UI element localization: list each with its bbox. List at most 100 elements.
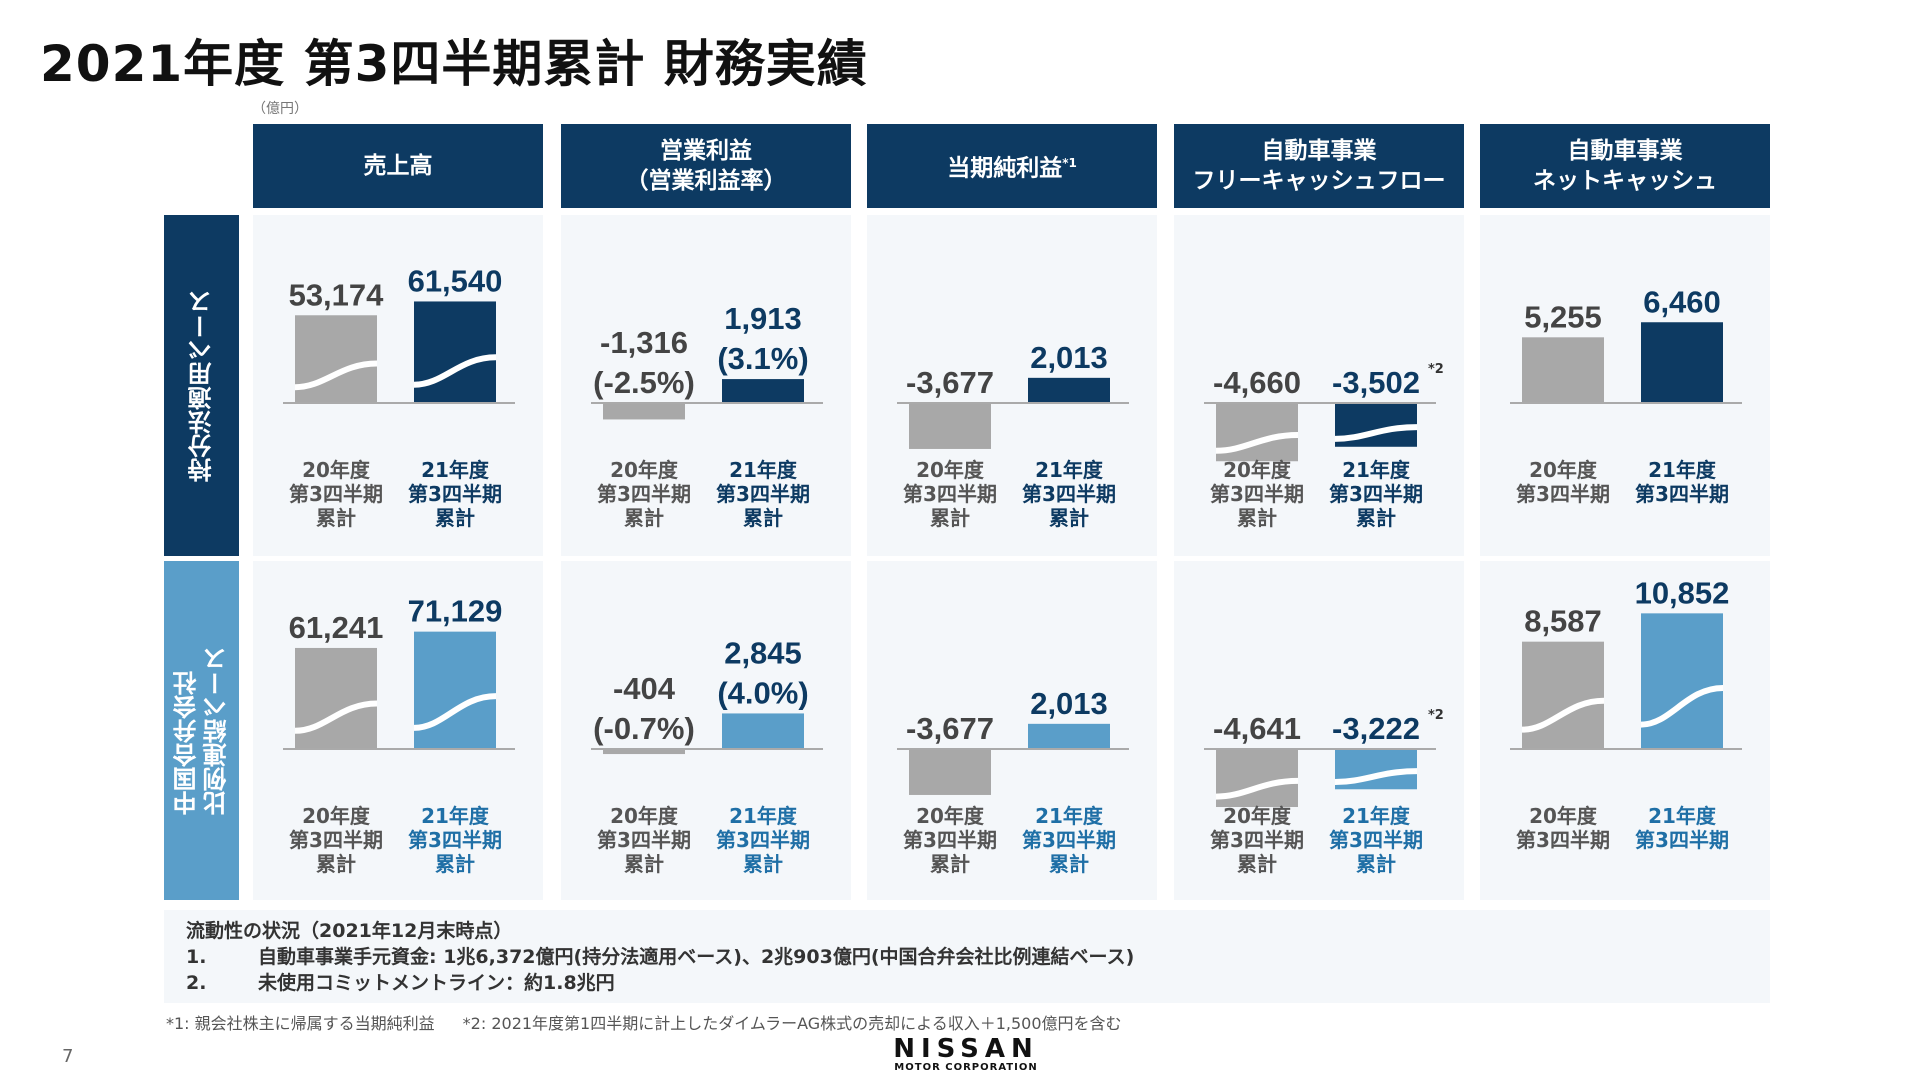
wave-decoration: [1334, 768, 1418, 786]
row-label-text: 持分法適用ベース: [187, 289, 216, 482]
category-label: 第3四半期: [716, 828, 810, 852]
value-label: 2,013: [1030, 686, 1108, 721]
header-line1: 営業利益: [660, 136, 752, 166]
bar: [414, 631, 496, 749]
footnotes: *1: 親会社株主に帰属する当期純利益 *2: 2021年度第1四半期に計上したダ…: [166, 1010, 1150, 1034]
category-label: 21年度: [1035, 458, 1104, 482]
bar: [909, 749, 991, 795]
wave-decoration: [1215, 432, 1299, 454]
value-label: 6,460: [1643, 284, 1721, 319]
category-label: 20年度: [302, 458, 371, 482]
row-label: 持分法適用ベース: [164, 215, 239, 556]
chart-panel: -4,660 20年度 第3四半期 累計 -3,502 *2 21年度 第3四半期 累計: [1174, 215, 1464, 556]
bar: [603, 403, 685, 420]
header-text: 営業利益: [660, 138, 752, 164]
category-label: 第3四半期: [1210, 482, 1304, 506]
category-label: 第3四半期: [1516, 828, 1610, 852]
category-label: 21年度: [421, 458, 490, 482]
value-label: 71,129: [408, 594, 503, 629]
category-label: 累計: [743, 506, 783, 530]
bar: [603, 749, 685, 755]
category-label: 20年度: [916, 804, 985, 828]
category-label: 20年度: [610, 804, 679, 828]
value-label: -3,502: [1332, 365, 1420, 400]
margin-label: (3.1%): [717, 341, 808, 376]
page-number: 7: [62, 1046, 74, 1067]
category-label: 21年度: [1342, 458, 1411, 482]
category-label: 累計: [1356, 852, 1396, 876]
row-label-text: 中国合弁会社: [172, 670, 201, 815]
bar: [909, 403, 991, 449]
category-label: 20年度: [1223, 458, 1292, 482]
value-label: 8,587: [1524, 604, 1602, 639]
category-label: 第3四半期: [716, 482, 810, 506]
wave-decoration: [413, 354, 497, 388]
bar: [1522, 641, 1604, 749]
header-line1: 自動車事業: [1568, 136, 1683, 166]
header-line2: ネットキャッシュ: [1533, 168, 1717, 194]
category-label: 第3四半期: [1635, 482, 1729, 506]
footnote-ref: *1: [1062, 156, 1077, 171]
category-label: 第3四半期: [1022, 828, 1116, 852]
category-label: 第3四半期: [1329, 828, 1423, 852]
chart-panel: -4,641 20年度 第3四半期 累計 -3,222 *2 21年度 第3四半期 累計: [1174, 561, 1464, 900]
bar: [1641, 613, 1723, 749]
bar: [295, 647, 377, 749]
category-label: 21年度: [1035, 804, 1104, 828]
item-text: 自動車事業手元資金: 1兆6,372億円(持分法適用ベース)、2兆903億円(中…: [258, 946, 1135, 968]
category-label: 第3四半期: [289, 482, 383, 506]
header-line1: 自動車事業: [1262, 136, 1377, 166]
category-label: 第3四半期: [1635, 828, 1729, 852]
bar: [1028, 377, 1110, 403]
liquidity-heading: 流動性の状況（2021年12月末時点）: [186, 920, 513, 942]
value-label: 2,013: [1030, 340, 1108, 375]
category-label: 累計: [1237, 852, 1277, 876]
bar: [414, 301, 496, 403]
value-label: 1,913: [724, 301, 802, 336]
category-label: 21年度: [729, 804, 798, 828]
margin-label: (4.0%): [717, 675, 808, 710]
category-label: 第3四半期: [903, 482, 997, 506]
value-label: -3,677: [906, 365, 994, 400]
category-label: 累計: [316, 506, 356, 530]
liquidity-box: 流動性の状況（2021年12月末時点） 1. 自動車事業手元資金: 1兆6,372…: [164, 910, 1770, 1003]
bar: [1641, 322, 1723, 403]
footnote-ref: *2: [1428, 362, 1444, 377]
chart-panel: 5,255 20年度 第3四半期 6,460 21年度 第3四半期: [1480, 215, 1770, 556]
header-text: 売上高: [363, 153, 433, 179]
header-text: 自動車事業: [1261, 138, 1377, 164]
category-label: 累計: [743, 852, 783, 876]
chart-panel: -3,677 20年度 第3四半期 累計 2,013 21年度 第3四半期 累計: [867, 561, 1157, 900]
category-label: 第3四半期: [597, 482, 691, 506]
wave-decoration: [1521, 697, 1605, 733]
category-label: 第3四半期: [1329, 482, 1423, 506]
category-label: 累計: [435, 852, 475, 876]
header-line1: 売上高: [364, 151, 433, 181]
chart-panel: 53,174 20年度 第3四半期 累計 61,540 21年度 第3四半期 累計: [253, 215, 543, 556]
category-label: 累計: [1237, 506, 1277, 530]
footnote-ref: *2: [1428, 708, 1444, 723]
category-label: 第3四半期: [289, 828, 383, 852]
bar: [722, 713, 804, 749]
category-label: 第3四半期: [408, 828, 502, 852]
category-label: 累計: [1049, 852, 1089, 876]
category-label: 20年度: [1529, 458, 1598, 482]
wave-decoration: [294, 360, 378, 391]
category-label: 21年度: [1342, 804, 1411, 828]
category-label: 21年度: [1648, 804, 1717, 828]
value-label: 61,241: [289, 610, 384, 645]
chart-panel: 8,587 20年度 第3四半期 10,852 21年度 第3四半期: [1480, 561, 1770, 900]
category-label: 第3四半期: [408, 482, 502, 506]
chart-panel: -1,316 (-2.5%) 20年度 第3四半期 累計 1,913 (3.1%) 21年度第…: [561, 215, 851, 556]
header-line2: （営業利益率）: [625, 168, 787, 194]
value-label: -404: [613, 671, 676, 706]
value-label: 10,852: [1635, 575, 1730, 610]
footnote-1: *1: 親会社株主に帰属する当期純利益: [166, 1014, 435, 1033]
